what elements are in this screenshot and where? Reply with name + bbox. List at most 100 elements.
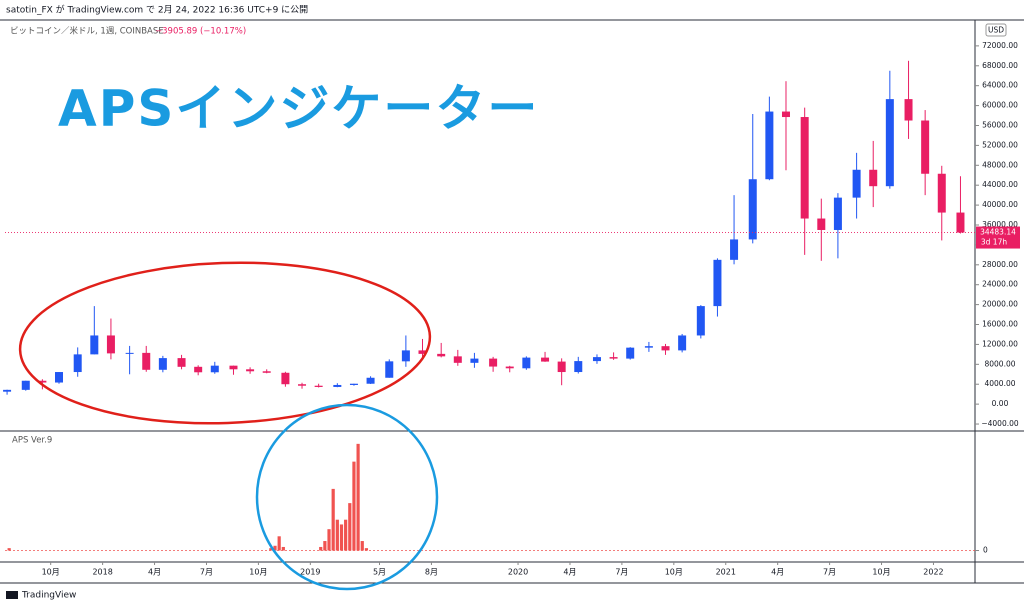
candle-body xyxy=(921,120,930,174)
candle-body xyxy=(574,361,583,373)
candle-body xyxy=(781,111,790,118)
candle-body xyxy=(385,361,394,378)
candle-body xyxy=(73,354,82,373)
indicator-title: APS Ver.9 xyxy=(12,436,52,446)
y-tick-label: −4000.00 xyxy=(981,419,1019,428)
y-tick-label: 72000.00 xyxy=(982,41,1018,50)
y-tick-label: 44000.00 xyxy=(982,180,1018,189)
candle-body xyxy=(158,358,167,370)
candle-body xyxy=(489,358,498,367)
y-tick-label: 4000.00 xyxy=(984,379,1015,388)
x-tick-label: 10月 xyxy=(249,568,267,577)
candle-body xyxy=(713,259,722,307)
candle-body xyxy=(609,357,618,359)
x-tick-label: 4月 xyxy=(563,568,576,577)
candle-body xyxy=(644,346,653,348)
y-tick-label: 56000.00 xyxy=(982,120,1018,129)
candle-body xyxy=(210,365,219,373)
y-tick-label: 60000.00 xyxy=(982,101,1018,110)
x-tick-label: 2019 xyxy=(300,568,320,577)
candle-body xyxy=(418,350,427,354)
candle-body xyxy=(885,99,894,187)
candle-body xyxy=(956,212,965,233)
bar xyxy=(319,546,323,551)
candle-body xyxy=(262,371,271,373)
bar xyxy=(335,519,339,551)
last-price-label: 34483.14 xyxy=(980,228,1016,237)
y-tick-label: 68000.00 xyxy=(982,61,1018,70)
currency-box[interactable] xyxy=(985,23,1007,37)
y-tick-label: 48000.00 xyxy=(982,160,1018,169)
bar xyxy=(344,519,348,551)
red-ellipse xyxy=(18,261,432,425)
bar xyxy=(331,488,335,551)
last-price-tag xyxy=(976,226,1020,249)
y-tick-label: 28000.00 xyxy=(982,260,1018,269)
blue-circle xyxy=(255,403,439,591)
candle-body xyxy=(437,353,446,357)
candle-body xyxy=(869,169,878,187)
y-tick-label: 20000.00 xyxy=(982,300,1018,309)
candle-body xyxy=(470,358,479,363)
candle-body xyxy=(246,369,255,372)
candle-body xyxy=(765,111,774,180)
candle-body xyxy=(333,384,342,387)
candle-body xyxy=(696,306,705,336)
candle-body xyxy=(229,365,238,370)
candle-body xyxy=(298,384,307,386)
bar xyxy=(348,503,352,551)
x-tick-label: 2018 xyxy=(92,568,112,577)
symbol-title: ビットコイン／米ドル, 1週, COINBASE xyxy=(10,26,164,37)
y-tick-label: 16000.00 xyxy=(982,320,1018,329)
y-tick-label: 52000.00 xyxy=(982,140,1018,149)
y-tick-label: 12000.00 xyxy=(982,339,1018,348)
y-tick-label: 24000.00 xyxy=(982,280,1018,289)
x-tick-label: 10月 xyxy=(42,568,60,577)
x-tick-label: 7月 xyxy=(615,568,628,577)
x-tick-label: 5月 xyxy=(373,568,386,577)
x-tick-label: 2020 xyxy=(508,568,528,577)
candle-body xyxy=(852,169,861,198)
candle-body xyxy=(349,383,358,385)
y-tick-label: 40000.00 xyxy=(982,200,1018,209)
candle-body xyxy=(177,358,186,367)
candle-body xyxy=(314,385,323,387)
candle-body xyxy=(366,377,375,384)
candle-body xyxy=(55,372,64,383)
logo xyxy=(6,591,18,599)
publisher: satotin_FX が TradingView.com で 2月 24, 20… xyxy=(6,4,308,16)
countdown: 3d 17h xyxy=(981,238,1007,247)
candle-body xyxy=(3,389,12,392)
candle-body xyxy=(661,346,670,351)
x-tick-label: 4月 xyxy=(771,568,784,577)
candle-body xyxy=(678,335,687,351)
bar xyxy=(273,545,277,551)
x-tick-label: 4月 xyxy=(148,568,161,577)
bar xyxy=(364,548,369,551)
bar xyxy=(7,548,11,551)
candle-body xyxy=(592,357,601,362)
candle-body xyxy=(730,239,739,260)
candle-body xyxy=(937,173,946,213)
x-tick-label: 10月 xyxy=(872,568,890,577)
bar xyxy=(277,536,281,551)
bar xyxy=(352,461,356,551)
candle-body xyxy=(401,350,410,362)
price-change: −3905.89 (−10.17%) xyxy=(155,27,246,37)
candle-body xyxy=(800,117,809,219)
candle-body xyxy=(281,372,290,385)
y-tick-label: 8000.00 xyxy=(984,359,1015,368)
bar xyxy=(339,524,344,551)
candle-body xyxy=(557,361,566,373)
candle-body xyxy=(38,380,47,383)
annotation: APSインジケーター xyxy=(58,80,539,138)
footer: TradingView xyxy=(21,591,76,601)
candle-body xyxy=(541,357,550,362)
x-tick-label: 7月 xyxy=(823,568,836,577)
candle-body xyxy=(505,366,514,369)
x-tick-label: 8月 xyxy=(425,568,438,577)
candle-body xyxy=(194,366,203,373)
candle-body xyxy=(142,352,151,370)
x-tick-label: 2021 xyxy=(716,568,736,577)
